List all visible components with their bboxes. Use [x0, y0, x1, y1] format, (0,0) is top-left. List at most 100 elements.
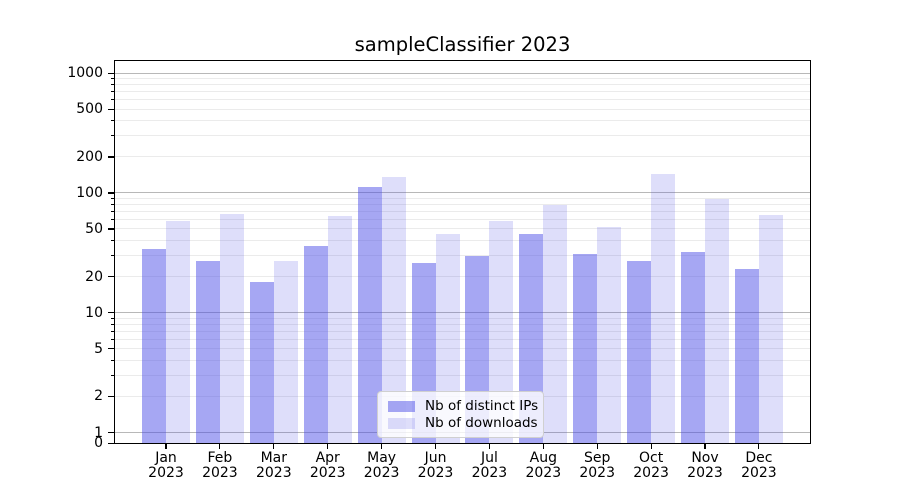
x-axis-tick-label-jan-2023: Jan 2023: [148, 450, 184, 481]
x-axis-tick-label-jul-2023: Jul 2023: [471, 450, 508, 481]
bar-nb-of-distinct-ips-dec-2023: [734, 269, 759, 443]
gridline-minor-80: [115, 204, 810, 205]
y-axis-tick-label-100: 100: [76, 184, 103, 201]
y-axis-tick-label-50: 50: [85, 220, 103, 237]
bar-nb-of-distinct-ips-oct-2023: [627, 261, 652, 443]
y-axis-minor-tick-mark-300: [110, 135, 114, 137]
y-axis-minor-tick-mark-40: [110, 240, 114, 242]
bar-nb-of-distinct-ips-nov-2023: [681, 252, 705, 443]
gridline-minor-5: [115, 348, 810, 350]
y-axis-minor-tick-mark-90: [110, 197, 114, 199]
bar-nb-of-distinct-ips-sep-2023: [573, 253, 598, 443]
x-axis-tick-label-mar-2023: Mar 2023: [255, 450, 292, 481]
y-axis-tick-label-5: 5: [94, 340, 103, 357]
y-axis-tick-label-1000: 1000: [67, 65, 103, 82]
gridline-minor-300: [115, 135, 810, 137]
y-axis-minor-tick-mark-80: [110, 204, 114, 205]
x-axis-tick-mark-jan-2023: [165, 444, 167, 449]
bar-nb-of-downloads-mar-2023: [273, 261, 298, 443]
y-axis-tick-mark-0: [108, 442, 114, 444]
y-axis-minor-tick-mark-9: [110, 317, 114, 319]
y-axis-minor-tick-mark-8: [110, 323, 114, 325]
gridline-minor-4: [115, 359, 810, 361]
y-axis-tick-mark-1000: [108, 72, 114, 74]
gridline-minor-600: [115, 99, 810, 101]
gridline-minor-700: [115, 91, 810, 93]
y-axis-minor-tick-mark-700: [110, 91, 114, 93]
legend-label-distinct-ips: Nb of distinct IPs: [425, 398, 539, 414]
gridline-minor-800: [115, 84, 810, 86]
gridline-minor-8: [115, 323, 810, 325]
y-axis-minor-tick-mark-7: [110, 330, 114, 332]
y-axis-minor-tick-mark-3: [110, 374, 114, 376]
x-axis-tick-mark-dec-2023: [758, 444, 760, 449]
gridline-minor-7: [115, 330, 810, 332]
bar-nb-of-downloads-sep-2023: [597, 226, 622, 443]
y-axis-minor-tick-mark-2: [110, 395, 114, 397]
y-axis-minor-tick-mark-6: [110, 338, 114, 340]
gridline-minor-30: [115, 255, 810, 257]
y-axis-minor-tick-mark-50: [110, 228, 114, 230]
y-axis-tick-label-500: 500: [76, 101, 103, 118]
gridline-minor-9: [115, 317, 810, 319]
y-axis-minor-tick-mark-800: [110, 84, 114, 86]
plot-area: [114, 60, 811, 444]
gridline-minor-6: [115, 338, 810, 340]
x-axis-tick-mark-aug-2023: [542, 444, 544, 449]
x-axis-tick-label-aug-2023: Aug 2023: [525, 450, 562, 481]
y-axis-tick-mark-1: [108, 432, 114, 434]
y-axis-minor-tick-mark-70: [110, 210, 114, 212]
x-axis-tick-label-oct-2023: Oct 2023: [633, 450, 669, 481]
gridline-minor-200: [115, 156, 810, 158]
gridline-minor-3: [115, 374, 810, 376]
gridline-minor-900: [115, 78, 810, 80]
bar-nb-of-downloads-feb-2023: [219, 213, 244, 443]
x-axis-tick-mark-feb-2023: [219, 444, 221, 449]
gridline-minor-20: [115, 276, 810, 278]
x-axis-tick-label-dec-2023: Dec 2023: [741, 450, 777, 481]
bar-nb-of-downloads-dec-2023: [758, 215, 783, 443]
bar-nb-of-distinct-ips-mar-2023: [249, 282, 274, 443]
y-axis-tick-label-0: 0: [94, 435, 103, 451]
x-axis-tick-label-jun-2023: Jun 2023: [417, 450, 454, 481]
gridline-major-1000: [115, 72, 810, 74]
x-axis-tick-mark-sep-2023: [596, 444, 598, 449]
x-axis-tick-label-apr-2023: Apr 2023: [309, 450, 346, 481]
chart-title: sampleClassifier 2023: [354, 33, 571, 56]
gridline-minor-90: [115, 197, 810, 199]
y-axis-tick-label-200: 200: [76, 148, 103, 165]
y-axis-tick-label-10: 10: [85, 304, 103, 321]
x-axis-tick-mark-oct-2023: [650, 444, 652, 449]
y-axis-minor-tick-mark-30: [110, 255, 114, 257]
y-axis-minor-tick-mark-20: [110, 276, 114, 278]
gridline-minor-70: [115, 210, 810, 212]
y-axis-tick-mark-10: [108, 312, 114, 314]
legend-label-downloads: Nb of downloads: [425, 415, 538, 431]
gridline-minor-500: [115, 108, 810, 110]
gridline-minor-400: [115, 120, 810, 122]
bar-nb-of-downloads-jan-2023: [166, 221, 190, 443]
x-axis-tick-mark-nov-2023: [704, 444, 706, 449]
y-axis-minor-tick-mark-500: [110, 108, 114, 110]
bar-nb-of-distinct-ips-apr-2023: [303, 246, 328, 443]
x-axis-tick-label-nov-2023: Nov 2023: [687, 450, 723, 481]
bar-nb-of-downloads-apr-2023: [327, 216, 352, 443]
y-axis-minor-tick-mark-4: [110, 359, 114, 361]
y-axis-minor-tick-mark-60: [110, 218, 114, 220]
legend-swatch-distinct-ips: [388, 401, 415, 412]
x-axis-tick-label-sep-2023: Sep 2023: [579, 450, 615, 481]
legend-swatch-downloads: [388, 418, 415, 429]
x-axis-tick-mark-jul-2023: [488, 444, 490, 449]
bar-nb-of-downloads-oct-2023: [651, 173, 676, 443]
y-axis-tick-label-20: 20: [85, 268, 103, 285]
bar-nb-of-distinct-ips-feb-2023: [195, 261, 220, 443]
bar-nb-of-downloads-aug-2023: [543, 205, 568, 443]
y-axis-minor-tick-mark-900: [110, 78, 114, 80]
legend-item-downloads: Nb of downloads: [386, 415, 538, 432]
y-axis-minor-tick-mark-5: [110, 348, 114, 350]
x-axis-tick-mark-jun-2023: [434, 444, 437, 449]
x-axis-tick-mark-may-2023: [381, 444, 383, 449]
y-axis-minor-tick-mark-600: [110, 99, 114, 101]
y-axis-minor-tick-mark-400: [110, 120, 114, 122]
